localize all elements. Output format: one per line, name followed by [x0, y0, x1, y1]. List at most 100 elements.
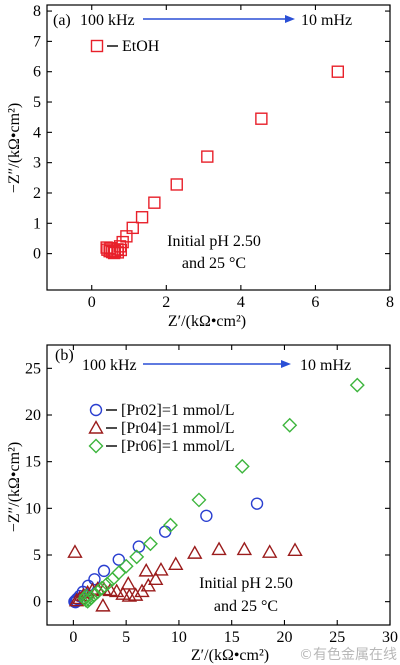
- data-point-pr04-1-mmol-l: [127, 587, 144, 601]
- data-point-pr04-1-mmol-l: [121, 588, 138, 602]
- axes: 0 5 10 15 20 25 30 0 5 10 15 20 25: [25, 345, 398, 646]
- data-point-pr04-1-mmol-l: [95, 597, 111, 612]
- legend-label-etoh: EtOH: [122, 38, 160, 55]
- data-point-etoh: [111, 246, 125, 259]
- data-point-pr04-1-mmol-l: [153, 562, 169, 576]
- data-point-pr04-1-mmol-l: [67, 544, 83, 558]
- data-point-etoh: [331, 65, 345, 78]
- x-tick-label: 25: [329, 629, 345, 646]
- x-axis-label: Z′/(kΩ•cm²): [191, 647, 269, 664]
- legend: [Pr02]=1 mmol/L [Pr04]=1 mmol/L [Pr06]=1…: [88, 402, 234, 455]
- data-point-pr04-1-mmol-l: [140, 577, 157, 592]
- data-point-pr04-1-mmol-l: [120, 576, 136, 590]
- y-axis-label: −Z″/(kΩ•cm²): [6, 442, 23, 532]
- data-point-pr06-1-mmol-l: [129, 549, 145, 565]
- panel-a: (a) 100 kHz 10 mHz EtOH Initial pH 2.50 …: [6, 3, 394, 330]
- plot-frame: [46, 344, 391, 626]
- panel-b: (b) 100 kHz 10 mHz [Pr02]=1 mmol/L [Pr04…: [6, 344, 398, 664]
- y-tick-label: 7: [33, 33, 41, 50]
- y-tick-label: 25: [25, 360, 41, 377]
- frequency-end-label: 10 mHz: [300, 357, 351, 374]
- data-point-pr06-1-mmol-l: [111, 565, 127, 581]
- y-tick-label: 2: [33, 185, 41, 202]
- data-point-etoh: [201, 150, 214, 163]
- condition-line-1: Initial pH 2.50: [167, 233, 261, 250]
- y-tick-label: 15: [25, 454, 41, 471]
- data-point-pr02-1-mmol-l: [250, 497, 264, 510]
- data-point-pr06-1-mmol-l: [78, 588, 94, 604]
- x-tick-label: 20: [276, 629, 292, 646]
- legend-marker-circle-icon: [89, 403, 103, 417]
- data-point-etoh: [126, 221, 139, 235]
- data-point-etoh: [135, 211, 149, 224]
- x-tick-label: 0: [69, 629, 77, 646]
- legend-marker-triangle-icon: [88, 420, 104, 434]
- legend-label-pr04: [Pr04]=1 mmol/L: [121, 420, 234, 437]
- data-point-pr06-1-mmol-l: [162, 517, 178, 533]
- data-point-pr04-1-mmol-l: [187, 545, 203, 559]
- data-point-pr06-1-mmol-l: [142, 536, 158, 552]
- x-tick-label: 0: [88, 294, 96, 311]
- legend-label-pr02: [Pr02]=1 mmol/L: [121, 402, 234, 419]
- axes: 0 2 4 6 8 0 1 2 3 4 5 6 7 8: [33, 3, 394, 311]
- data-point-etoh: [170, 178, 183, 191]
- data-point-pr06-1-mmol-l: [118, 558, 134, 574]
- data-point-pr02-1-mmol-l: [88, 573, 101, 586]
- condition-line-1: Initial pH 2.50: [199, 575, 293, 592]
- data-point-pr02-1-mmol-l: [132, 540, 146, 553]
- legend-label-pr06: [Pr06]=1 mmol/L: [121, 438, 234, 455]
- data-point-pr04-1-mmol-l: [134, 583, 150, 598]
- data-point-pr04-1-mmol-l: [148, 571, 164, 585]
- frequency-arrow-head-icon: [285, 15, 295, 23]
- data-point-pr04-1-mmol-l: [138, 562, 154, 577]
- data-point-pr02-1-mmol-l: [112, 553, 125, 566]
- data-point-etoh: [114, 243, 128, 257]
- panel-label: (a): [53, 12, 71, 29]
- legend: EtOH: [90, 38, 160, 55]
- data-point-pr04-1-mmol-l: [287, 542, 303, 557]
- data-point-pr04-1-mmol-l: [115, 586, 131, 600]
- data-point-pr06-1-mmol-l: [234, 458, 250, 474]
- x-tick-label: 8: [386, 294, 394, 311]
- x-axis-label: Z′/(kΩ•cm²): [168, 313, 246, 330]
- panel-label: (b): [55, 347, 74, 364]
- watermark: ©有色金属在线: [299, 646, 397, 663]
- data-point-etoh: [148, 196, 161, 209]
- plot-frame: [46, 4, 391, 291]
- y-tick-label: 0: [33, 594, 41, 611]
- frequency-arrow-head-icon: [281, 360, 291, 368]
- data-point-etoh: [255, 112, 268, 125]
- x-tick-label: 5: [122, 629, 130, 646]
- x-tick-label: 6: [311, 294, 319, 311]
- y-tick-label: 0: [33, 246, 41, 263]
- y-tick-label: 10: [25, 500, 41, 517]
- data-point-pr02-1-mmol-l: [200, 509, 213, 522]
- y-tick-label: 5: [33, 547, 41, 564]
- y-tick-label: 6: [33, 64, 41, 81]
- x-tick-label: 4: [237, 294, 245, 311]
- x-tick-label: 10: [171, 629, 187, 646]
- legend-marker-diamond-icon: [88, 438, 104, 454]
- condition-line-2: and 25 °C: [214, 598, 278, 615]
- y-tick-label: 5: [33, 94, 41, 111]
- x-tick-label: 2: [162, 294, 170, 311]
- x-tick-label: 30: [382, 629, 398, 646]
- frequency-start-label: 100 kHz: [80, 12, 135, 29]
- data-point-pr04-1-mmol-l: [261, 544, 278, 558]
- frequency-start-label: 100 kHz: [82, 357, 137, 374]
- data-point-pr06-1-mmol-l: [282, 417, 298, 433]
- data-point-pr04-1-mmol-l: [168, 556, 184, 571]
- series-pr06-1-mmol-l: [77, 377, 365, 609]
- y-tick-label: 20: [25, 407, 41, 424]
- y-tick-label: 3: [33, 155, 41, 172]
- y-tick-label: 1: [33, 215, 41, 232]
- condition-line-2: and 25 °C: [182, 255, 246, 272]
- y-axis-label: −Z″/(kΩ•cm²): [6, 103, 23, 193]
- y-tick-label: 8: [33, 3, 41, 20]
- y-tick-label: 4: [33, 124, 41, 141]
- series-etoh: [100, 65, 345, 260]
- data-point-pr02-1-mmol-l: [159, 525, 172, 538]
- x-tick-label: 15: [224, 629, 240, 646]
- legend-marker-square-icon: [90, 39, 104, 53]
